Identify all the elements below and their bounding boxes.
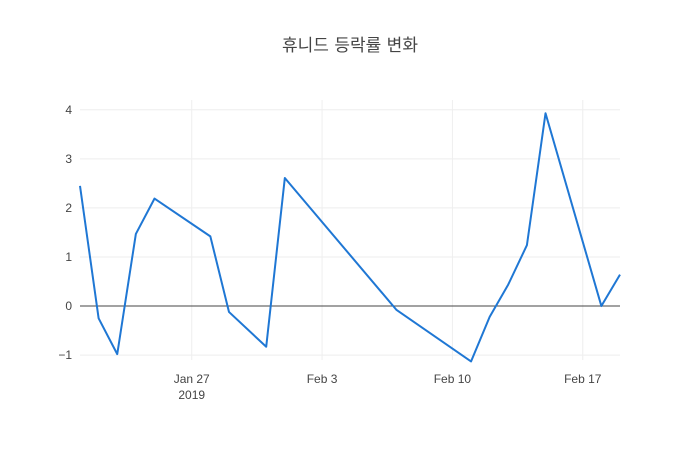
chart-title: 휴니드 등락률 변화 (282, 36, 418, 56)
series-line (79, 112, 621, 363)
y-tick-label: 4 (65, 103, 72, 117)
y-axis-ticks: −1 0 1 2 3 4 (58, 103, 72, 362)
x-axis-ticks: Jan 27 2019 Feb 3 Feb 10 Feb 17 (174, 372, 602, 402)
grid-lines (80, 100, 620, 360)
series-layer (79, 112, 621, 363)
x-tick-label: Jan 27 (174, 372, 210, 386)
x-tick-year-label: 2019 (178, 388, 205, 402)
x-tick-label: Feb 10 (434, 372, 472, 386)
y-tick-label: 1 (65, 250, 72, 264)
x-tick-label: Feb 3 (307, 372, 338, 386)
y-tick-label: 2 (65, 201, 72, 215)
y-tick-label: 0 (65, 299, 72, 313)
y-tick-label: −1 (58, 348, 72, 362)
x-tick-label: Feb 17 (564, 372, 602, 386)
y-tick-label: 3 (65, 152, 72, 166)
